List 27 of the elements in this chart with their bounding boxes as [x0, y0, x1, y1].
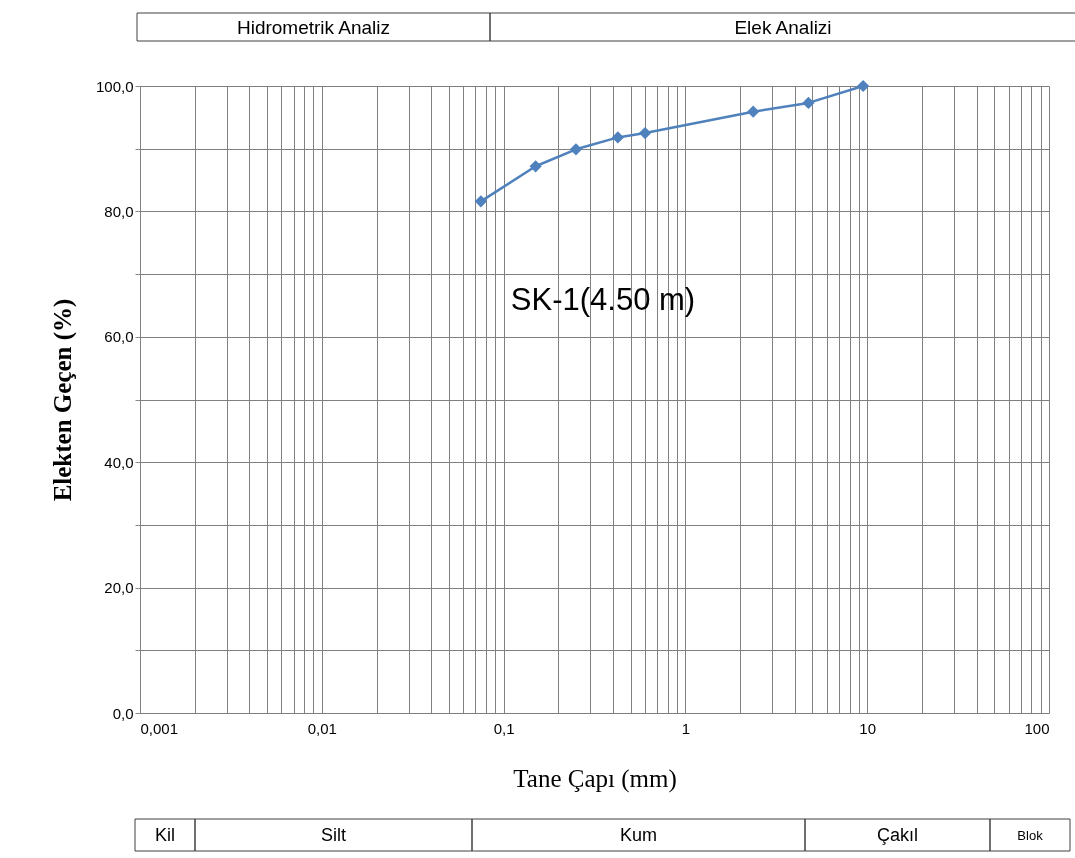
- point: [802, 96, 815, 110]
- y-axis-title: Elekten Geçen (%): [48, 298, 77, 502]
- x-tick-label: 1: [681, 719, 691, 737]
- text: Kum: [619, 825, 658, 845]
- x-tick-label: 0,1: [493, 719, 515, 737]
- text: Blok: [1017, 828, 1044, 843]
- text: Silt: [320, 825, 347, 845]
- point: [857, 79, 870, 93]
- x-tick-label: 0,001: [140, 719, 179, 737]
- text: Kil: [154, 825, 176, 845]
- text: Çakıl: [876, 825, 919, 845]
- y-tick-label: 40,0: [104, 453, 134, 471]
- x-tick-label: 0,01: [307, 719, 337, 737]
- point: [474, 195, 488, 208]
- y-tick-label: 80,0: [104, 202, 134, 220]
- y-tick-label: 0,0: [112, 704, 134, 722]
- x-tick-label: 10: [859, 719, 877, 737]
- text: Hidrometrik Analiz: [236, 17, 391, 38]
- y-tick-label: 100,0: [95, 77, 134, 95]
- text: SK-1(4.50 m): [510, 282, 696, 317]
- text: Elek Analizi: [734, 17, 832, 38]
- y-tick-label: 60,0: [104, 328, 134, 346]
- point: [529, 160, 542, 173]
- y-tick-label: 20,0: [104, 579, 134, 597]
- x-tick-label: 100: [1024, 719, 1050, 737]
- point: [747, 105, 760, 118]
- x-axis-title: Tane Çapı (mm): [513, 764, 677, 793]
